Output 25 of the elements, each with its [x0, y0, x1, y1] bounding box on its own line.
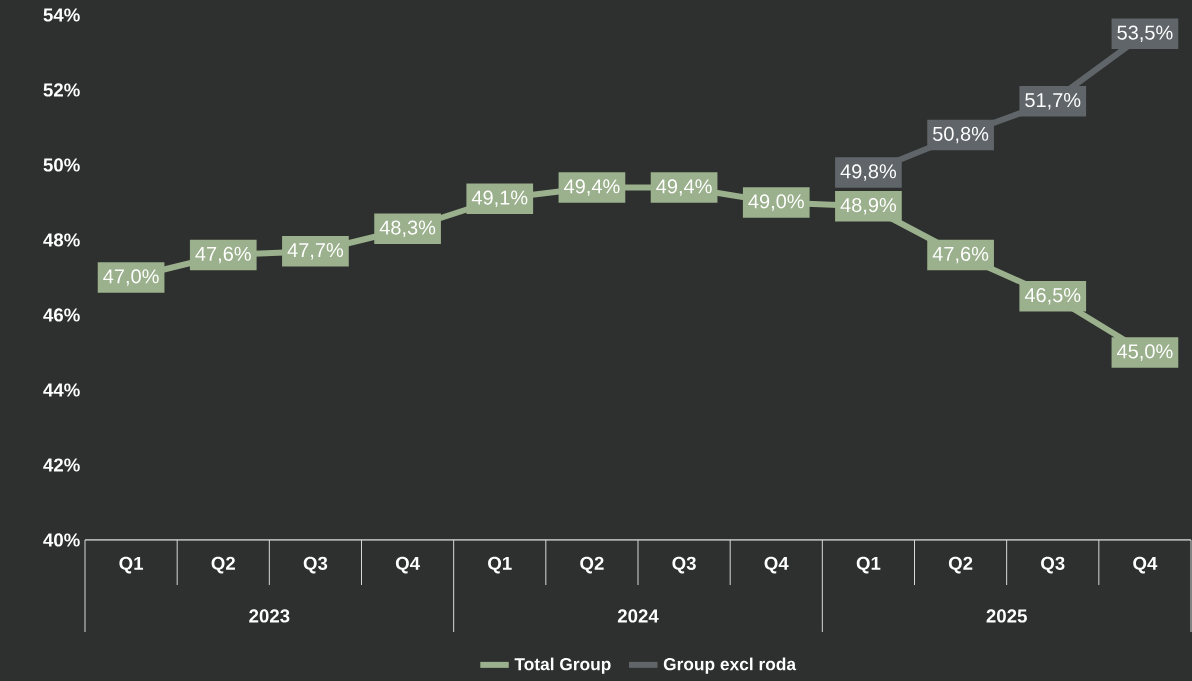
- x-tick-label: Q2: [211, 556, 235, 574]
- text: 2023: [249, 609, 290, 623]
- legend-label: Group excl roda: [663, 657, 797, 674]
- text: 2024: [617, 609, 659, 623]
- x-tick-label: Q3: [1041, 556, 1065, 574]
- text: 2025: [986, 609, 1027, 623]
- x-tick-label: Q4: [1133, 556, 1158, 574]
- y-tick-label: 50%: [43, 158, 80, 172]
- y-tick-label: 40%: [43, 533, 80, 547]
- x-tick-label: Q1: [488, 556, 512, 574]
- x-tick-label: Q4: [395, 556, 420, 574]
- y-tick-label: 54%: [43, 8, 80, 22]
- x-tick-label: Q3: [672, 556, 696, 574]
- y-tick-label: 46%: [43, 308, 80, 322]
- x-tick-label: Q1: [119, 556, 144, 574]
- x-tick-label: Q2: [948, 556, 973, 574]
- y-tick-label: 48%: [43, 233, 80, 247]
- y-tick-label: 42%: [43, 458, 80, 472]
- y-tick-label: 44%: [43, 383, 80, 397]
- x-tick-label: Q1: [856, 556, 881, 574]
- y-tick-label: 52%: [43, 83, 80, 97]
- x-tick-label: Q2: [580, 556, 604, 574]
- x-tick-label: Q3: [303, 556, 328, 574]
- legend-label: Total Group: [514, 657, 611, 674]
- x-tick-label: Q4: [764, 556, 789, 574]
